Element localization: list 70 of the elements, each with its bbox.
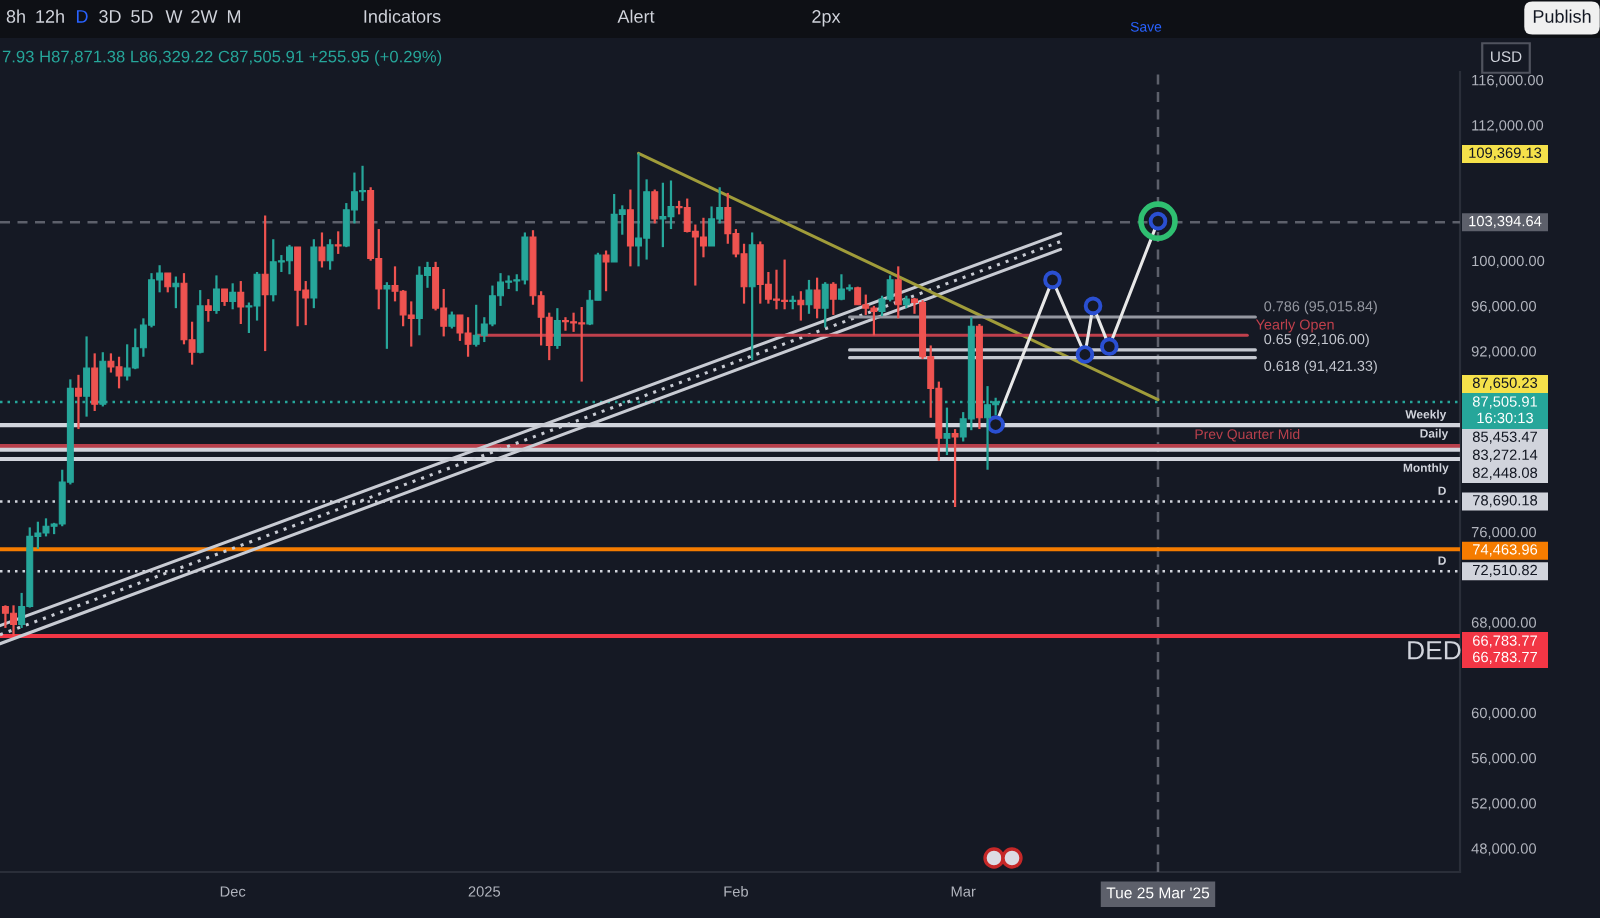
candlestick: [805, 278, 813, 315]
candlestick: [781, 258, 789, 311]
text: Publish: [1533, 9, 1591, 23]
candlestick: [797, 290, 805, 322]
candlestick: [326, 238, 334, 271]
candlestick: [837, 273, 845, 302]
candlestick: [708, 205, 716, 248]
point: [986, 415, 1005, 434]
candlestick: [610, 192, 618, 263]
candlestick: [472, 303, 480, 348]
annotation: DED: [1408, 641, 1461, 660]
candlestick: [821, 281, 829, 329]
candlestick: [196, 288, 204, 355]
candlestick: [383, 281, 391, 350]
text: W: [165, 10, 183, 23]
point: [1083, 296, 1103, 316]
candlestick: [10, 604, 18, 637]
candlestick: [318, 231, 326, 269]
text: 8h: [6, 9, 25, 23]
point: [1075, 345, 1095, 364]
candlestick: [602, 249, 610, 293]
text: D: [76, 10, 88, 23]
text: 7.93 H87,871.38 L86,329.22 C87,505.91 +255.95 (+0.29%): [2, 50, 442, 66]
candlestick: [261, 214, 269, 353]
text: Indicators: [364, 9, 441, 23]
candlestick: [294, 246, 302, 328]
candlestick: [553, 307, 561, 350]
candlestick: [635, 152, 642, 268]
text: 5D: [131, 10, 153, 23]
candlestick: [464, 316, 472, 358]
candlestick: [123, 343, 131, 382]
candlestick: [651, 188, 659, 225]
candlestick: [659, 181, 667, 249]
text: Alert: [617, 9, 655, 23]
candlestick: [699, 216, 707, 259]
candlestick: [1, 604, 9, 630]
candlestick: [570, 311, 578, 333]
candlestick: [415, 265, 423, 337]
candlestick: [862, 293, 870, 317]
candlestick: [334, 230, 342, 256]
candlestick: [74, 373, 82, 431]
candlestick: [561, 316, 569, 332]
candlestick: [756, 240, 764, 305]
candlestick: [943, 406, 951, 457]
candlestick: [286, 243, 293, 276]
candlestick: [204, 298, 212, 323]
text: 12h: [36, 9, 64, 23]
candlestick: [578, 305, 586, 383]
candlestick: [229, 282, 237, 311]
candlestick: [773, 268, 780, 311]
candlestick: [894, 265, 902, 320]
candlestick: [813, 276, 821, 320]
text: 2W: [191, 10, 218, 23]
candlestick: [951, 427, 959, 509]
text: M: [227, 10, 241, 23]
candlestick: [748, 231, 756, 362]
candlestick: [626, 188, 634, 268]
candlestick: [172, 275, 180, 310]
candlestick: [237, 279, 245, 326]
candlestick: [115, 355, 123, 390]
candlestick: [91, 352, 99, 413]
point: [1099, 337, 1119, 356]
candlestick: [829, 281, 837, 317]
point: [1043, 270, 1062, 290]
candlestick: [164, 272, 172, 294]
text: 2px: [812, 10, 841, 27]
text: 3D: [99, 10, 121, 23]
candlestick: [212, 274, 220, 315]
candlestick: [521, 231, 529, 286]
candlestick: [269, 238, 277, 303]
